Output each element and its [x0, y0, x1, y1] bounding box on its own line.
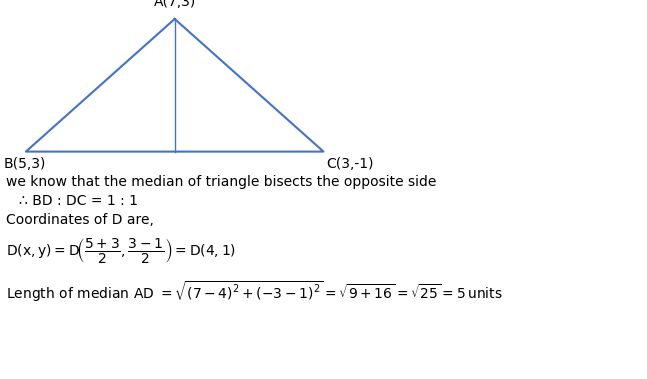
Text: $\mathsf{D(x, y) = D\!\left(\dfrac{5+3}{2},\dfrac{3-1}{2}\right) = D(4, 1)}$: $\mathsf{D(x, y) = D\!\left(\dfrac{5+3}{…: [6, 236, 237, 265]
Text: we know that the median of triangle bisects the opposite side: we know that the median of triangle bise…: [6, 175, 437, 189]
Text: A(7,3): A(7,3): [153, 0, 196, 9]
Text: B(5,3): B(5,3): [3, 157, 45, 171]
Text: C(3,-1): C(3,-1): [327, 157, 374, 171]
Text: $\mathsf{Length\ of\ median\ AD}$ $= \sqrt{(7-4)^2+(-3-1)^2} = \sqrt{9+16} = \sq: $\mathsf{Length\ of\ median\ AD}$ $= \sq…: [6, 279, 503, 304]
Text: ∴ BD : DC = 1 : 1: ∴ BD : DC = 1 : 1: [19, 194, 138, 208]
Text: Coordinates of D are,: Coordinates of D are,: [6, 213, 155, 227]
